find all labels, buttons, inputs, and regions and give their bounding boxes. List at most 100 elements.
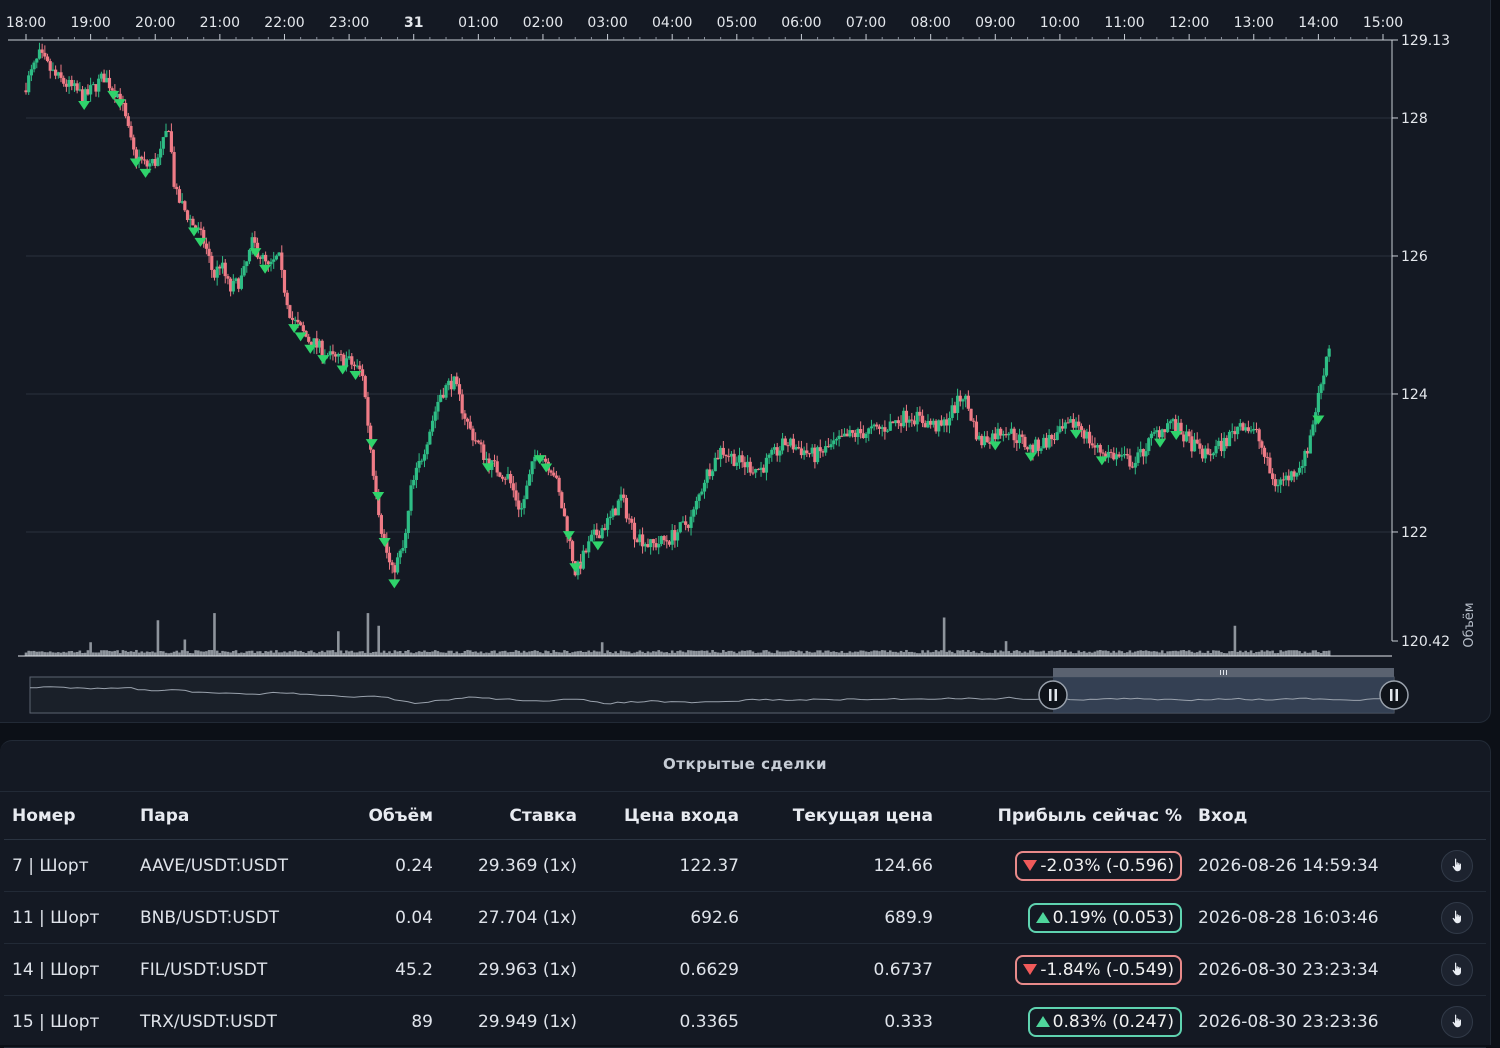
volume-bar bbox=[1319, 652, 1323, 656]
candle bbox=[972, 420, 976, 422]
volume-bar bbox=[872, 650, 876, 656]
volume-bar bbox=[1131, 652, 1134, 656]
volume-bar bbox=[272, 652, 276, 656]
candle bbox=[993, 433, 997, 440]
candle bbox=[1238, 423, 1242, 427]
volume-bar bbox=[1177, 651, 1180, 656]
candle bbox=[737, 455, 742, 463]
candle bbox=[62, 77, 66, 84]
candle bbox=[97, 78, 101, 92]
volume-bar bbox=[140, 651, 144, 656]
volume-bar bbox=[1174, 650, 1177, 656]
short-entry-marker bbox=[1070, 429, 1083, 439]
candle bbox=[105, 77, 109, 83]
time-tick-label: 23:00 bbox=[329, 15, 369, 31]
volume-bar bbox=[969, 651, 973, 656]
candle bbox=[937, 420, 941, 432]
col-header-entry-price[interactable]: Цена входа bbox=[585, 793, 747, 840]
profit-badge: 0.19% (0.053) bbox=[1027, 902, 1182, 933]
candle bbox=[336, 353, 340, 357]
trade-number: 11 | Шорт bbox=[4, 891, 132, 944]
trade-actions bbox=[1428, 891, 1486, 944]
candle bbox=[1001, 434, 1005, 436]
table-row[interactable]: 15 | Шорт TRX/USDT:USDT 89 29.949 (1x) 0… bbox=[4, 995, 1486, 1048]
navigator-window bbox=[1053, 677, 1394, 713]
volume-bar bbox=[687, 650, 690, 656]
volume-bar bbox=[703, 650, 706, 656]
candle bbox=[581, 550, 585, 569]
candle bbox=[950, 405, 954, 418]
candle bbox=[29, 69, 33, 76]
trade-actions-button[interactable] bbox=[1441, 849, 1473, 882]
candle bbox=[1225, 437, 1229, 447]
volume-bar bbox=[517, 650, 521, 656]
table-row[interactable]: 11 | Шорт BNB/USDT:USDT 0.04 27.704 (1x)… bbox=[4, 891, 1486, 944]
volume-bar bbox=[232, 650, 235, 656]
candle bbox=[1039, 448, 1043, 451]
col-header-profit[interactable]: Прибыль сейчас % bbox=[941, 793, 1190, 840]
volume-bar bbox=[503, 650, 507, 656]
volume-bar bbox=[1212, 650, 1215, 656]
col-header-number[interactable]: Номер bbox=[4, 793, 132, 840]
candle bbox=[1166, 423, 1170, 433]
volume-bar bbox=[991, 652, 994, 656]
candle bbox=[374, 475, 378, 497]
candle bbox=[132, 137, 136, 150]
candle bbox=[89, 85, 93, 95]
candle bbox=[1007, 433, 1011, 436]
volume-bar bbox=[1115, 652, 1118, 656]
volume-bar bbox=[905, 649, 908, 656]
col-header-entry[interactable]: Вход bbox=[1190, 793, 1428, 840]
col-header-amount[interactable]: Объём bbox=[317, 793, 441, 840]
volume-bar bbox=[843, 652, 846, 656]
col-header-current-price[interactable]: Текущая цена bbox=[747, 793, 941, 840]
candle bbox=[595, 529, 599, 536]
candle bbox=[59, 72, 63, 78]
volume-bar bbox=[390, 653, 394, 656]
candle bbox=[1144, 451, 1148, 457]
volume-bar bbox=[277, 652, 281, 656]
trade-actions-button[interactable] bbox=[1441, 1005, 1473, 1038]
trade-profit-cell: 0.19% (0.053) bbox=[941, 891, 1190, 944]
table-row[interactable]: 7 | Шорт AAVE/USDT:USDT 0.24 29.369 (1x)… bbox=[4, 839, 1486, 892]
pause-icon bbox=[1390, 689, 1393, 701]
volume-bar bbox=[735, 653, 739, 656]
chart-panel[interactable]: 18:00 19:00 20:00 21:00 22:00 23:00 31 01:00 02:… bbox=[0, 0, 1491, 723]
candle bbox=[708, 469, 712, 477]
table-row[interactable]: 14 | Шорт FIL/USDT:USDT 45.2 29.963 (1x)… bbox=[4, 943, 1486, 996]
volume-bar bbox=[183, 639, 187, 656]
volume-bar bbox=[105, 650, 109, 656]
volume-bar bbox=[466, 649, 469, 656]
trade-amount: 89 bbox=[317, 995, 441, 1048]
navigator-left-handle[interactable] bbox=[1038, 680, 1068, 710]
volume-bar bbox=[883, 650, 887, 656]
col-header-stake[interactable]: Ставка bbox=[441, 793, 585, 840]
volume-bar bbox=[1037, 651, 1040, 656]
short-entry-marker bbox=[372, 491, 385, 501]
volume-bar bbox=[1284, 650, 1288, 656]
hand-pointer-icon bbox=[1452, 910, 1461, 923]
volume-bar bbox=[428, 652, 432, 656]
price-tick-label: 120.42 bbox=[1401, 634, 1450, 650]
candle bbox=[549, 470, 553, 473]
trade-actions-button[interactable] bbox=[1441, 953, 1473, 986]
col-header-pair[interactable]: Пара bbox=[132, 793, 317, 840]
candle bbox=[500, 476, 505, 479]
volume-bar bbox=[1187, 650, 1191, 656]
navigator-right-handle[interactable] bbox=[1379, 680, 1409, 710]
trade-actions-button[interactable] bbox=[1441, 901, 1473, 934]
candle bbox=[1147, 438, 1151, 452]
volume-bar bbox=[614, 651, 617, 656]
candle bbox=[931, 420, 935, 425]
candle bbox=[867, 428, 871, 434]
candlestick-chart[interactable]: 18:00 19:00 20:00 21:00 22:00 23:00 31 01:00 02:… bbox=[0, 0, 1490, 722]
volume-bar bbox=[242, 652, 246, 656]
candle bbox=[395, 557, 400, 573]
volume-bar bbox=[283, 651, 286, 656]
candle bbox=[638, 534, 642, 543]
volume-bar bbox=[1039, 651, 1043, 656]
volume-bar bbox=[859, 650, 862, 656]
volume-bar bbox=[582, 651, 585, 656]
volume-bar bbox=[950, 651, 954, 656]
candle bbox=[600, 528, 604, 539]
